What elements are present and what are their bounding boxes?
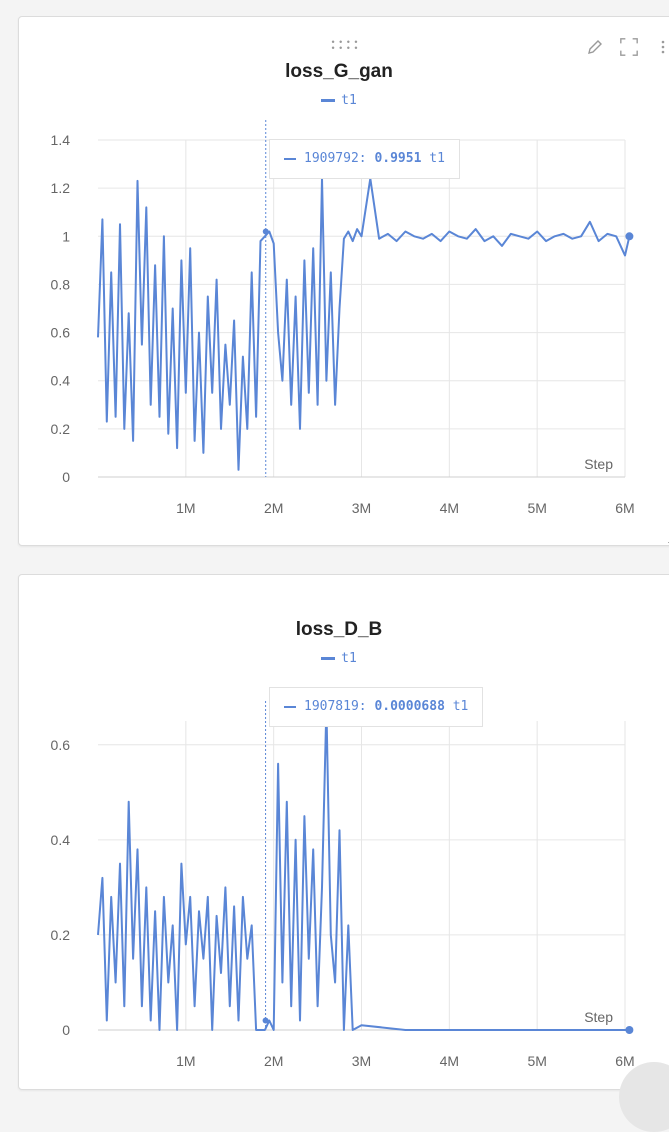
line-chart[interactable]: 0 0.2 0.4 0.6 0.8 1 1.2 1.4 1M 2M 3M 4M 5M 6M Step: [19, 17, 669, 545]
x-axis-title: Step: [584, 456, 613, 472]
x-tick-label: 5M: [527, 1053, 546, 1069]
legend[interactable]: t1: [19, 651, 659, 666]
hover-tooltip: 1907819: 0.0000688 t1: [269, 687, 484, 727]
hover-tooltip: 1909792: 0.9951 t1: [269, 139, 460, 179]
pencil-icon[interactable]: [585, 37, 605, 57]
legend-swatch: [321, 657, 336, 660]
tooltip-series: t1: [429, 151, 445, 166]
y-tick-label: 0.6: [51, 737, 71, 753]
x-tick-label: 2M: [264, 1053, 283, 1069]
y-tick-label: 0.2: [51, 421, 71, 437]
x-tick-label: 1M: [176, 500, 195, 516]
chart-title: loss_G_gan: [285, 61, 393, 82]
series-end-point[interactable]: [625, 1026, 634, 1034]
x-tick-label: 5M: [527, 500, 546, 516]
y-tick-label: 0: [62, 1022, 70, 1038]
y-tick-label: 1.2: [51, 180, 71, 196]
tooltip-step: 1907819:: [304, 699, 367, 714]
legend[interactable]: t1: [19, 93, 659, 108]
y-tick-label: 1: [62, 228, 70, 244]
legend-label: t1: [341, 651, 357, 666]
tooltip-value: 0.9951: [374, 151, 422, 166]
chart-title: loss_D_B: [295, 619, 383, 640]
x-tick-label: 3M: [352, 1053, 371, 1069]
tooltip-value: 0.0000688: [374, 699, 445, 714]
line-chart[interactable]: 0 0.2 0.4 0.6 1M 2M 3M 4M 5M 6M Step: [19, 575, 669, 1089]
y-tick-label: 0.6: [51, 325, 71, 341]
tooltip-step: 1909792:: [304, 151, 367, 166]
panel-toolbar: [585, 37, 669, 57]
y-tick-label: 0.4: [51, 832, 71, 848]
x-tick-label: 6M: [615, 1053, 634, 1069]
y-tick-label: 0.4: [51, 373, 71, 389]
y-tick-label: 1.4: [51, 132, 71, 148]
x-tick-label: 6M: [615, 500, 634, 516]
legend-swatch: [321, 99, 336, 102]
series-end-point[interactable]: [625, 232, 634, 241]
legend-label: t1: [341, 93, 357, 108]
drag-handle-icon[interactable]: • • • • • • • •: [331, 37, 359, 53]
x-tick-label: 1M: [176, 1053, 195, 1069]
chart-panel-loss-d-b: loss_D_B t1 0 0.2 0.4 0.6 1M 2M 3M 4M 5M 6M Step 1…: [18, 574, 669, 1090]
series-line-t1[interactable]: [97, 705, 630, 1031]
series-line-t1[interactable]: [97, 177, 631, 471]
y-tick-label: 0.2: [51, 927, 71, 943]
x-tick-label: 2M: [264, 500, 283, 516]
y-tick-label: 0: [62, 469, 70, 485]
chart-panel-loss-g-gan: • • • • • • • • loss_G_gan t1 0 0.2 0.4 0.6 0…: [18, 16, 669, 546]
tooltip-swatch: [284, 157, 296, 160]
more-vertical-icon[interactable]: [653, 37, 669, 57]
x-tick-label: 4M: [440, 500, 459, 516]
x-tick-label: 3M: [352, 500, 371, 516]
x-axis-title: Step: [584, 1009, 613, 1025]
hover-point: [262, 1017, 269, 1024]
hover-point: [262, 228, 269, 235]
x-tick-label: 4M: [440, 1053, 459, 1069]
y-tick-label: 0.8: [51, 276, 71, 292]
tooltip-swatch: [284, 705, 296, 708]
fullscreen-icon[interactable]: [619, 37, 639, 57]
tooltip-series: t1: [452, 699, 469, 714]
